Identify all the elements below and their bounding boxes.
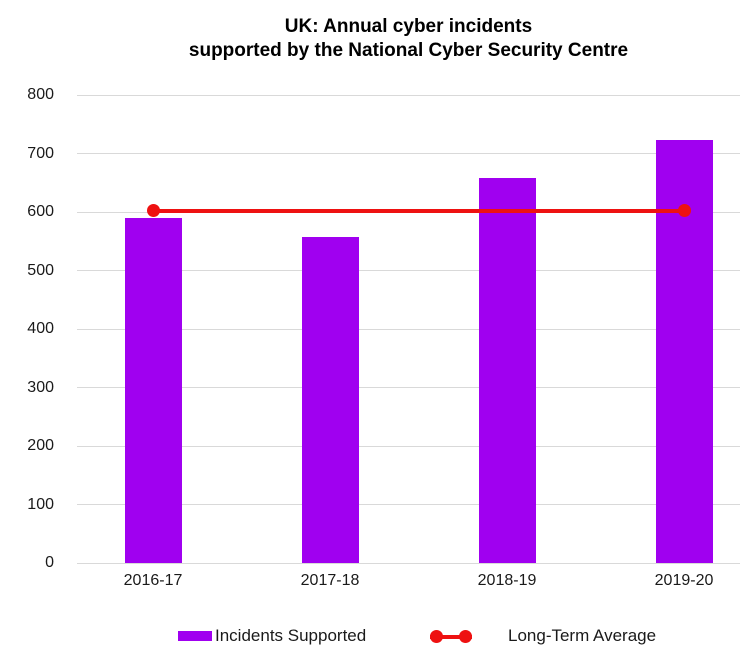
- bar-2018-19: [478, 178, 536, 563]
- y-tick-label-0: 0: [45, 554, 54, 571]
- chart-title: UK: Annual cyber incidents supported by …: [77, 15, 740, 63]
- gridline-y-100: [77, 504, 740, 505]
- y-tick-label-200: 200: [27, 437, 54, 454]
- x-tick-label-2018-19: 2018-19: [477, 572, 537, 589]
- plot-area: [77, 94, 740, 564]
- y-tick-label-400: 400: [27, 320, 54, 337]
- y-tick-label-100: 100: [27, 495, 54, 513]
- long-term-average-endpoint-dot-left: [146, 204, 160, 218]
- y-tick-label-500: 500: [27, 261, 54, 279]
- gridline-y-300: [77, 387, 740, 388]
- x-tick-label-2017-18: 2017-18: [300, 572, 360, 589]
- legend-item-incidents-supported: Incidents Supported: [178, 626, 366, 646]
- gridline-y-400: [77, 328, 740, 330]
- bar-swatch-icon: [178, 631, 212, 641]
- chart-title-line2: supported by the National Cyber Security…: [188, 40, 629, 61]
- long-term-average-endpoint-dot-right: [677, 204, 691, 218]
- legend-label: Incidents Supported: [215, 626, 367, 645]
- line-dots-swatch-icon: [430, 629, 472, 643]
- y-tick-label-300: 300: [27, 378, 54, 396]
- legend: Incidents Supported Long-Term Average: [0, 626, 744, 646]
- x-tick-label-2019-20: 2019-20: [654, 572, 714, 589]
- legend-item-long-term-average: Long-Term Average: [430, 626, 656, 646]
- gridline-y-500: [77, 270, 740, 271]
- legend-label: Long-Term Average: [508, 626, 657, 645]
- gridline-y-0: [77, 562, 740, 564]
- gridline-y-800: [77, 94, 740, 96]
- x-tick-label-2016-17: 2016-17: [123, 572, 183, 589]
- y-tick-label-800: 800: [27, 86, 54, 103]
- bar-2017-18: [301, 237, 359, 563]
- y-tick-label-700: 700: [27, 144, 54, 162]
- gridline-y-700: [77, 153, 740, 154]
- long-term-average-line: [153, 208, 684, 213]
- bar-2016-17: [124, 217, 182, 563]
- gridline-y-200: [77, 445, 740, 447]
- y-tick-label-600: 600: [27, 203, 54, 220]
- chart-title-line1: UK: Annual cyber incidents: [284, 16, 533, 37]
